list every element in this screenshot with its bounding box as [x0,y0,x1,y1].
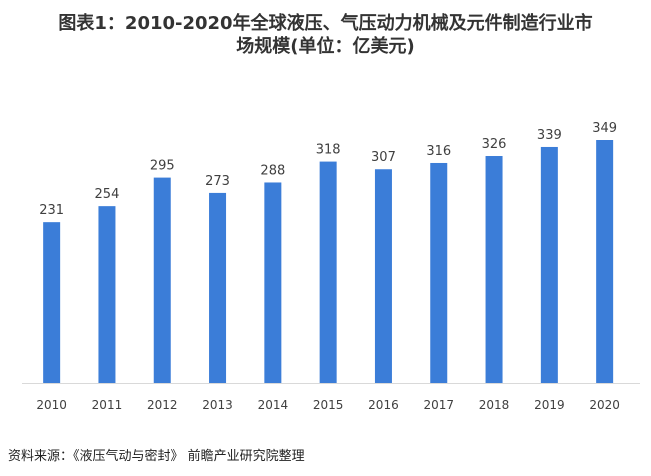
x-tick-label-2018: 2018 [479,398,510,412]
value-label-2016: 307 [371,150,396,165]
x-tick-label-2014: 2014 [258,398,289,412]
x-tick-label-2013: 2013 [202,398,233,412]
value-label-2010: 231 [39,203,64,218]
bar-2020 [596,140,614,383]
bar-2010 [43,222,61,383]
x-tick-label-2017: 2017 [423,398,454,412]
chart-title-line-1: 图表1：2010-2020年全球液压、气压动力机械及元件制造行业市 [58,13,593,34]
value-label-2017: 316 [426,144,451,159]
value-label-2011: 254 [95,187,120,202]
value-label-2015: 318 [316,143,341,158]
bar-2011 [98,206,116,383]
value-labels-group: 231 254 295 273 288 318 307 316 326 339 349 [39,121,617,218]
chart-title-line-2: 场规模(单位：亿美元) [236,36,415,57]
x-tick-label-2015: 2015 [313,398,344,412]
value-label-2013: 273 [205,174,230,189]
bar-2016 [374,169,392,383]
x-tick-label-2020: 2020 [589,398,620,412]
bar-2015 [319,161,337,383]
bar-2014 [264,182,282,383]
value-label-2014: 288 [260,163,285,178]
x-tick-label-2011: 2011 [92,398,123,412]
bar-2019 [540,146,558,383]
bar-2012 [153,177,171,383]
bar-2017 [430,162,448,383]
bars-group [43,140,614,383]
value-label-2012: 295 [150,159,175,174]
source-note: 资料来源：《液压气动与密封》 前瞻产业研究院整理 [8,449,305,464]
x-tick-label-2010: 2010 [36,398,67,412]
value-label-2018: 326 [482,137,507,152]
value-label-2019: 339 [537,128,562,143]
value-label-2020: 349 [592,121,617,136]
x-tick-label-2019: 2019 [534,398,565,412]
bar-2018 [485,156,503,383]
x-tick-label-2012: 2012 [147,398,178,412]
chart-title: 图表1：2010-2020年全球液压、气压动力机械及元件制造行业市 场规模(单位… [0,12,651,58]
x-tick-labels-group: 2010 2011 2012 2013 2014 2015 2016 2017 2018 2019… [36,398,620,412]
bar-2013 [209,192,227,383]
x-tick-label-2016: 2016 [368,398,399,412]
